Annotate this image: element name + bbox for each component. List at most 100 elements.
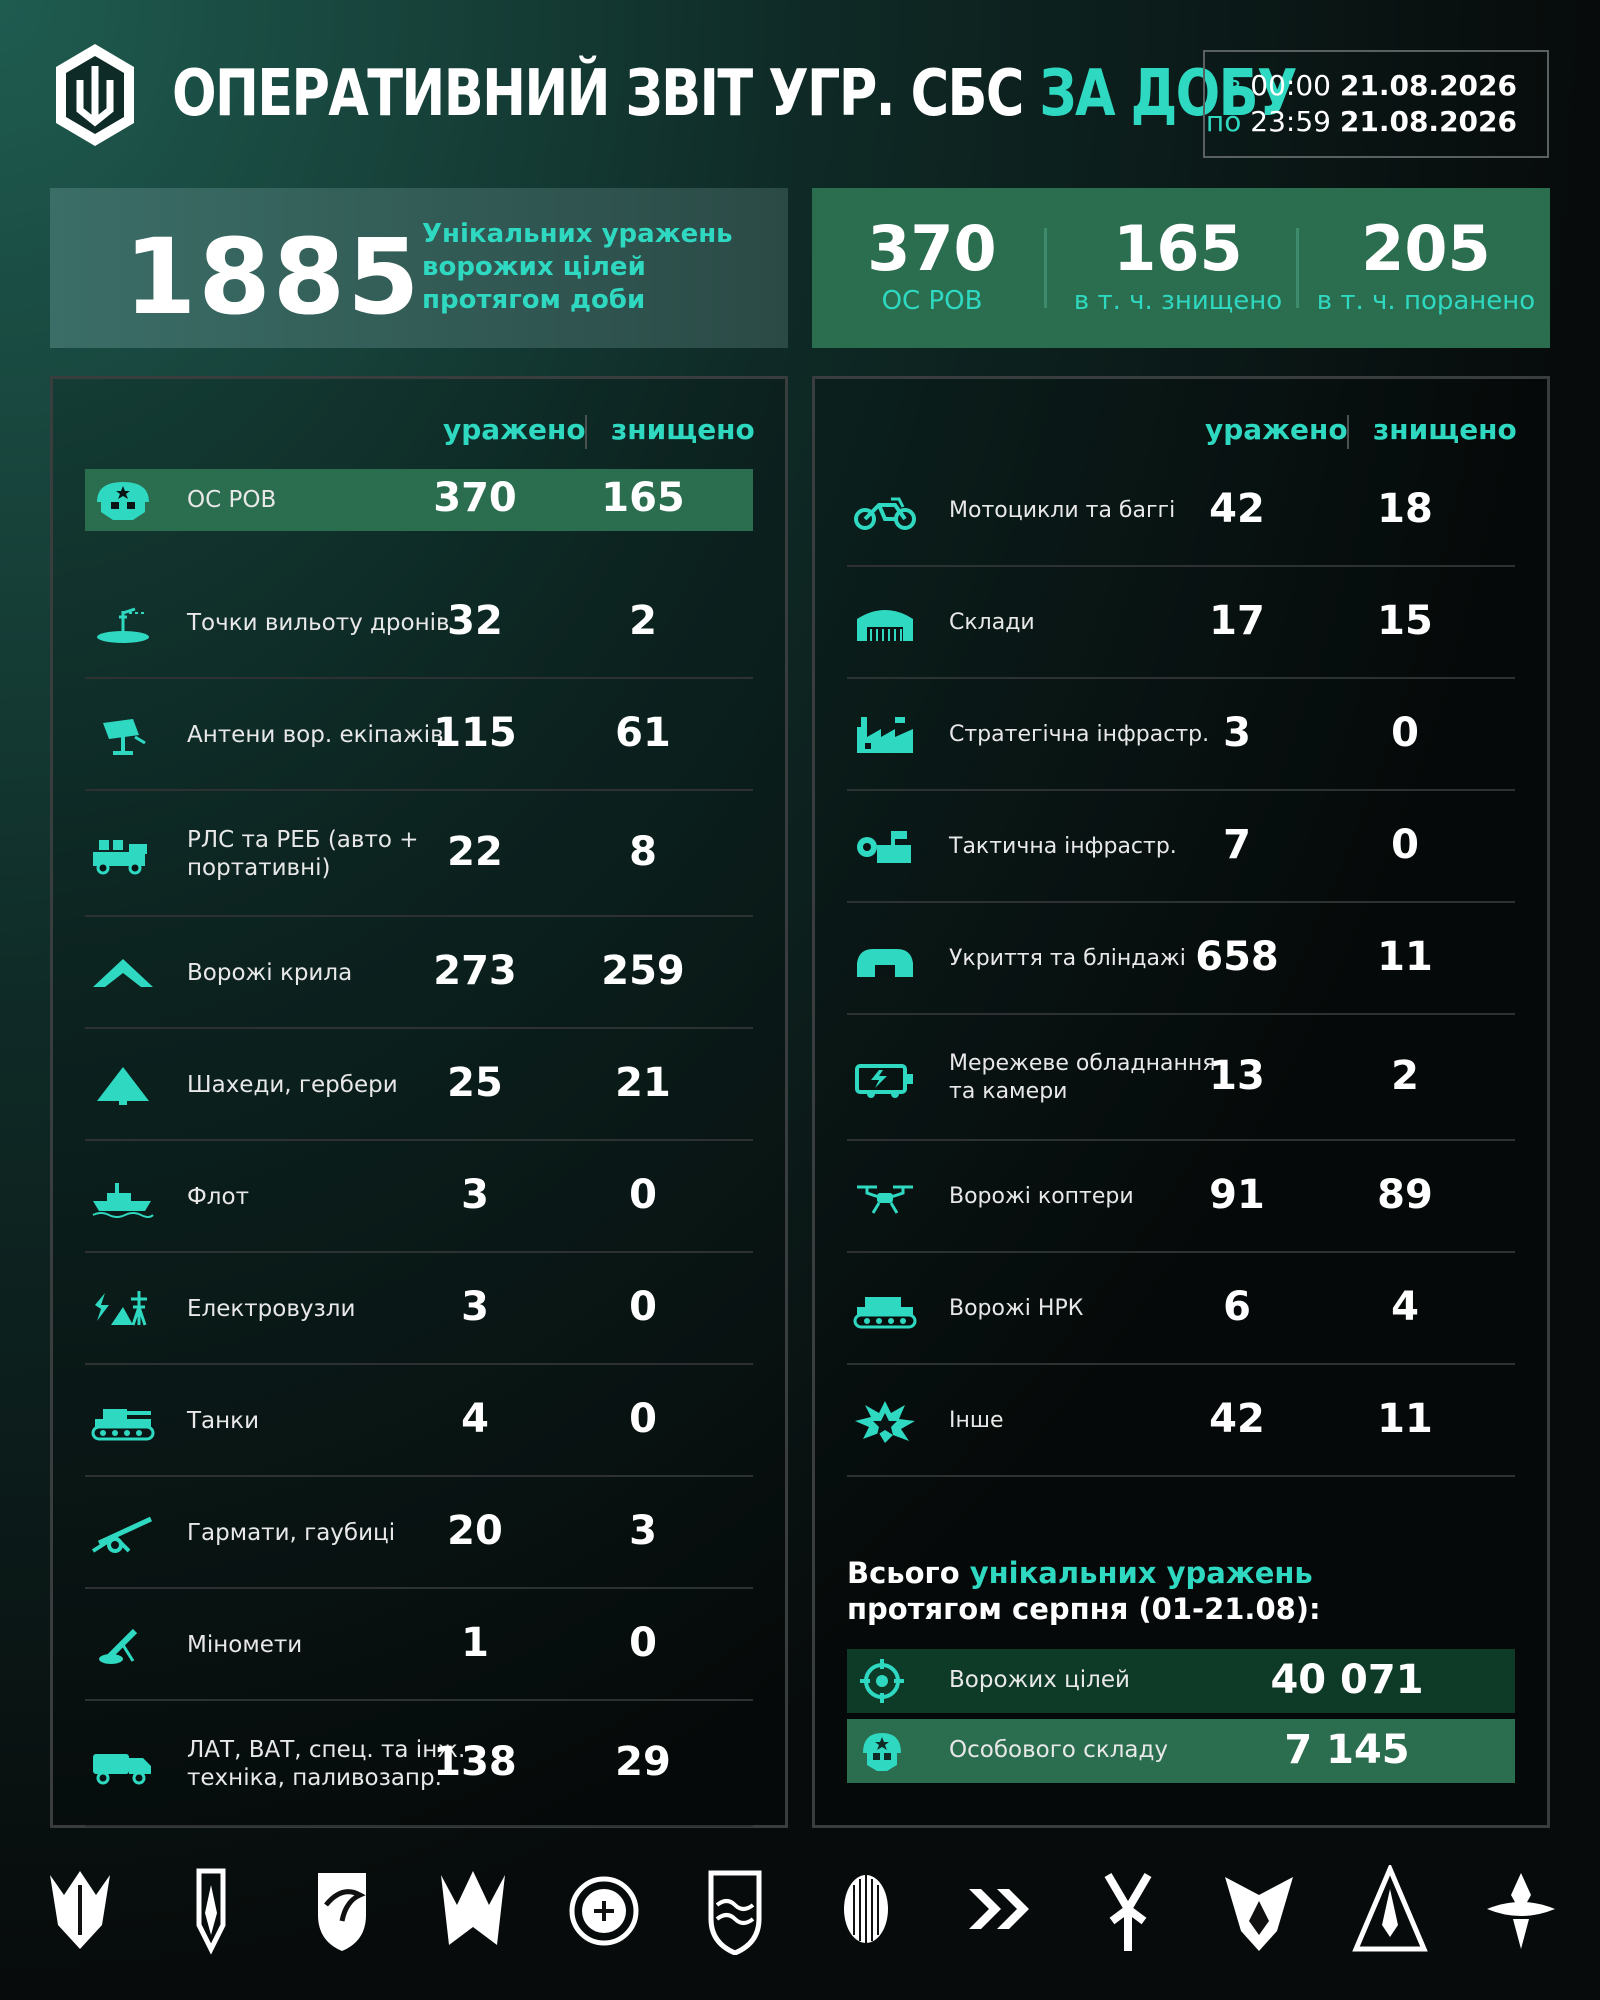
monthly-total-targets-label: Ворожих цілей xyxy=(949,1667,1130,1693)
row-label: Гармати, гаубиці xyxy=(187,1519,395,1547)
unit-emblem-6-icon xyxy=(695,1865,775,1955)
monthly-totals-title: Всього унікальних уражень протягом серпн… xyxy=(847,1555,1321,1627)
row-destroyed-value: 2 xyxy=(629,598,657,644)
desc-line-1: Унікальних уражень xyxy=(422,219,733,249)
row-label: Електровузли xyxy=(187,1295,355,1323)
shahed-icon xyxy=(89,1063,157,1107)
row-hit-value: 4 xyxy=(461,1396,489,1442)
row-label: Танки xyxy=(187,1407,259,1435)
row-destroyed-value: 18 xyxy=(1377,486,1433,532)
row-hit-value: 17 xyxy=(1209,598,1265,644)
monthly-total-personnel-label: Особового складу xyxy=(949,1737,1169,1763)
row-label: Мережеве обладнання та камери xyxy=(949,1050,1216,1106)
bunker-icon xyxy=(851,937,919,981)
column-header-hit: уражено xyxy=(1205,413,1348,446)
personnel-wounded-value: 205 xyxy=(1361,212,1491,285)
row-label-line: Міномети xyxy=(187,1632,303,1658)
row-label-line: ЛАТ, ВАТ, спец. та інж. xyxy=(187,1737,466,1763)
unique-hits-summary: 1885 Унікальних уражень ворожих цілей пр… xyxy=(50,188,788,348)
totals-title-line-1: Всього унікальних уражень xyxy=(847,1555,1321,1591)
row-hit-value: 91 xyxy=(1209,1172,1265,1218)
table-row: ОС РОВ 370 165 xyxy=(85,469,753,531)
ugv-icon xyxy=(851,1287,919,1331)
row-label-line: Ворожі НРК xyxy=(949,1296,1084,1321)
left-stats-panel: уражено знищено ОС РОВ 370 165 Точки вильот… xyxy=(50,376,788,1828)
row-destroyed-value: 259 xyxy=(601,948,685,994)
table-row: Точки вильоту дронів 32 2 xyxy=(85,567,753,679)
table-row: Стратегічна інфрастр. 3 0 xyxy=(847,679,1515,791)
radar-truck-icon xyxy=(89,832,157,876)
monthly-total-targets: Ворожих цілей 40 071 xyxy=(847,1649,1515,1713)
row-destroyed-value: 8 xyxy=(629,829,657,875)
table-row: Гармати, гаубиці 20 3 xyxy=(85,1477,753,1589)
totals-title-line-2: протягом серпня (01-21.08): xyxy=(847,1592,1321,1626)
row-destroyed-value: 2 xyxy=(1391,1053,1419,1099)
row-destroyed-value: 0 xyxy=(629,1172,657,1218)
table-row: Міномети 1 0 xyxy=(85,1589,753,1701)
row-hit-value: 3 xyxy=(461,1172,489,1218)
unit-emblem-11-icon xyxy=(1350,1865,1430,1955)
totals-title-prefix: Всього xyxy=(847,1556,970,1590)
table-row: ЛАТ, ВАТ, спец. та інж. техніка, паливоза… xyxy=(85,1701,753,1827)
row-destroyed-value: 0 xyxy=(1391,710,1419,756)
row-label: РЛС та РЕБ (авто + портативні) xyxy=(187,826,419,882)
row-hit-value: 20 xyxy=(447,1508,503,1554)
row-destroyed-value: 61 xyxy=(615,710,671,756)
personnel-killed: 165 в т. ч. знищено xyxy=(1058,216,1298,317)
totals-title-accent: унікальних уражень xyxy=(969,1556,1313,1590)
column-header-destroyed: знищено xyxy=(1373,413,1517,446)
row-destroyed-value: 0 xyxy=(629,1620,657,1666)
table-row: Антени вор. екіпажів 115 61 xyxy=(85,679,753,791)
personnel-killed-label: в т. ч. знищено xyxy=(1073,286,1283,316)
row-hit-value: 138 xyxy=(433,1739,517,1785)
unit-emblem-8-icon xyxy=(957,1865,1037,1955)
desc-line-3: протягом доби xyxy=(422,285,646,315)
unit-emblem-7-icon xyxy=(826,1865,906,1955)
row-label: Стратегічна інфрастр. xyxy=(949,721,1209,749)
row-destroyed-value: 4 xyxy=(1391,1284,1419,1330)
row-label-line: Гармати, гаубиці xyxy=(187,1520,396,1546)
monthly-total-personnel-value: 7 145 xyxy=(1284,1727,1410,1773)
row-label-line: Мережеве обладнання xyxy=(949,1051,1216,1076)
personnel-total-value: 370 xyxy=(867,212,997,285)
table-row: Електровузли 3 0 xyxy=(85,1253,753,1365)
row-hit-value: 42 xyxy=(1209,486,1265,532)
row-label-line: Укриття та бліндажі xyxy=(949,946,1186,971)
network-equipment-icon xyxy=(851,1056,919,1100)
row-label: Інше xyxy=(949,1407,1004,1435)
row-label-line: Ворожі крила xyxy=(187,960,353,986)
unit-emblem-9-icon xyxy=(1088,1865,1168,1955)
table-row: Тактична інфрастр. 7 0 xyxy=(847,791,1515,903)
row-destroyed-value: 21 xyxy=(615,1060,671,1106)
table-row: Мотоцикли та баггі 42 18 xyxy=(847,455,1515,567)
personnel-wounded-label: в т. ч. поранено xyxy=(1316,286,1536,316)
soldier-icon xyxy=(89,478,157,522)
row-label: ОС РОВ xyxy=(187,486,276,514)
ship-icon xyxy=(89,1175,157,1219)
row-label: Укриття та бліндажі xyxy=(949,945,1186,973)
personnel-total: 370 ОС РОВ xyxy=(812,212,1052,317)
row-label-line: та камери xyxy=(949,1079,1068,1104)
unit-emblem-4-icon xyxy=(433,1865,513,1955)
unit-emblem-1-icon xyxy=(40,1865,120,1955)
date-to-time: 23:59 xyxy=(1250,105,1331,138)
monthly-total-targets-value: 40 071 xyxy=(1270,1657,1424,1703)
unit-emblems xyxy=(40,1865,1560,1965)
divider xyxy=(1044,228,1047,308)
unit-emblem-10-icon xyxy=(1219,1865,1299,1955)
row-hit-value: 7 xyxy=(1223,822,1251,868)
row-hit-value: 22 xyxy=(447,829,503,875)
row-label-line: техніка, паливозапр. xyxy=(187,1765,442,1791)
trident-logo-icon xyxy=(50,40,140,150)
target-icon xyxy=(857,1657,907,1705)
power-node-icon xyxy=(89,1287,157,1331)
table-row: Склади 17 15 xyxy=(847,567,1515,679)
monthly-total-personnel: Особового складу 7 145 xyxy=(847,1719,1515,1783)
row-hit-value: 13 xyxy=(1209,1053,1265,1099)
unit-emblem-5-icon xyxy=(564,1865,644,1955)
soldier-icon xyxy=(857,1727,907,1775)
row-hit-value: 32 xyxy=(447,598,503,644)
row-label: Ворожі НРК xyxy=(949,1295,1083,1323)
row-destroyed-value: 0 xyxy=(629,1284,657,1330)
table-row: Флот 3 0 xyxy=(85,1141,753,1253)
